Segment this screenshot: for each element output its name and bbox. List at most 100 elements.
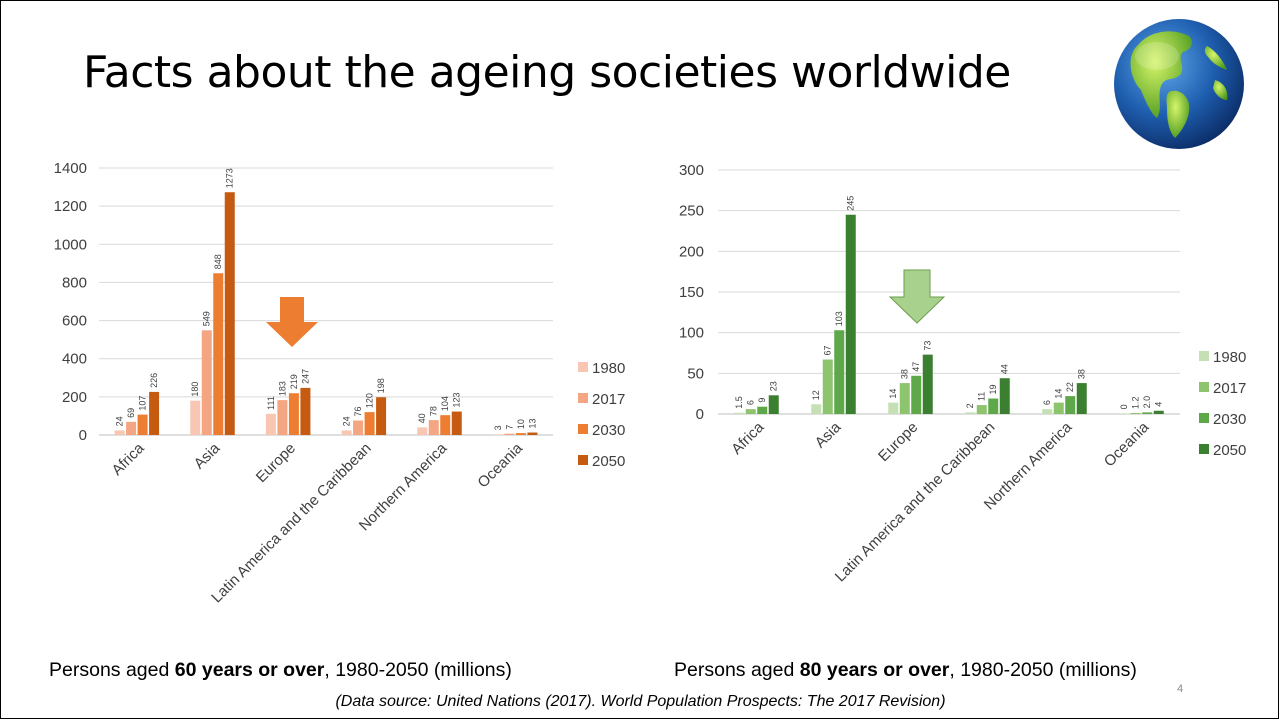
right-y-tick-label: 250 [679,203,704,220]
left-data-label: 111 [266,396,276,410]
right-bar-2050 [845,214,856,414]
right-bar-2017 [745,409,756,414]
right-data-label: 0 [1119,404,1129,409]
slide-title: Facts about the ageing societies worldwi… [83,47,1011,98]
data-source-note: (Data source: United Nations (2017). Wor… [335,693,946,710]
right-data-label: 1.5 [734,396,744,409]
right-x-tick-label: Latin America and the Caribbean [832,419,999,586]
right-data-label: 14 [1054,389,1064,399]
left-data-label: 69 [126,408,136,418]
right-data-label: 12 [811,390,821,400]
right-data-label: 44 [1000,364,1010,374]
right-data-label: 38 [1077,369,1087,379]
left-bar-2030 [515,433,526,435]
right-bar-1980 [888,402,899,414]
right-bar-2030 [1065,396,1076,414]
left-bar-1980 [265,413,276,435]
right-bar-2017 [1130,413,1141,414]
right-y-tick-label: 200 [679,243,704,260]
left-data-label: 549 [202,311,212,326]
left-bar-2017 [126,421,137,435]
left-data-label: 76 [353,406,363,416]
right-bar-2050 [999,378,1010,414]
left-bar-2030 [213,273,224,435]
right-bar-2050 [768,395,779,414]
left-bar-1980 [114,430,125,435]
right-data-label: 38 [900,369,910,379]
right-data-label: 67 [823,345,833,355]
right-legend-swatch [1199,382,1209,392]
right-data-label: 23 [769,381,779,391]
left-legend-label: 2030 [592,422,625,439]
right-bar-1980 [734,412,745,414]
right-data-label: 73 [923,341,933,351]
right-bar-1980 [1119,413,1130,414]
right-data-label: 19 [988,385,998,395]
left-legend-swatch [578,424,588,434]
right-bar-2030 [911,375,922,414]
left-data-label: 198 [376,378,386,393]
right-legend-label: 1980 [1213,349,1246,366]
right-bar-2017 [976,405,987,414]
left-bar-2030 [440,415,451,435]
right-legend-swatch [1199,413,1209,423]
left-x-tick-label: Latin America and the Caribbean [208,440,375,607]
left-x-tick-label: Asia [191,439,224,472]
right-bar-2050 [922,354,933,414]
left-bar-2017 [353,420,364,435]
left-y-tick-label: 800 [62,274,87,291]
left-x-tick-label: Africa [109,439,149,479]
left-data-label: 7 [504,425,514,430]
right-data-label: 9 [757,398,767,403]
right-bar-1980 [811,404,822,414]
right-y-tick-label: 300 [679,162,704,179]
right-bar-2050 [1153,410,1164,414]
right-data-label: 11 [977,392,987,401]
left-y-tick-label: 0 [79,427,87,444]
right-data-label: 103 [834,311,844,326]
right-x-tick-label: Asia [812,418,845,451]
right-bar-2030 [834,330,845,414]
right-bar-2030 [757,406,768,414]
left-data-label: 247 [300,369,310,384]
right-legend-label: 2017 [1213,380,1246,397]
left-y-tick-label: 1200 [54,198,87,215]
left-y-tick-label: 600 [62,313,87,330]
left-bar-1980 [341,430,352,435]
left-legend-label: 1980 [592,360,625,377]
left-bar-2030 [364,412,375,435]
right-data-label: 2.0 [1142,396,1152,409]
right-bar-2017 [899,383,910,414]
left-legend-label: 2017 [592,391,625,408]
right-chart-caption: Persons aged 80 years or over, 1980-2050… [674,659,1137,681]
right-data-label: 245 [846,196,856,211]
left-chart-caption: Persons aged 60 years or over, 1980-2050… [49,659,512,681]
left-data-label: 24 [342,416,352,426]
right-bar-1980 [1042,409,1053,414]
right-bar-2030 [988,398,999,414]
right-bar-2030 [1142,412,1153,414]
left-legend-label: 2050 [592,453,625,470]
left-bar-2030 [137,414,148,435]
right-y-tick-label: 100 [679,325,704,342]
left-data-label: 1273 [225,168,235,188]
right-x-tick-label: Europe [875,419,921,465]
left-bar-2017 [428,420,439,435]
right-data-label: 22 [1065,382,1075,392]
left-legend-swatch [578,455,588,465]
left-data-label: 107 [138,396,148,411]
left-x-tick-label: Oceania [474,439,526,491]
left-data-label: 78 [429,406,439,416]
left-bar-2017 [201,330,212,435]
globe-icon [1114,19,1244,149]
left-y-tick-label: 200 [62,389,87,406]
left-data-label: 226 [149,373,159,388]
left-bar-2050 [451,411,462,435]
left-bar-1980 [492,434,503,435]
left-bar-2050 [376,397,387,435]
right-legend-swatch [1199,351,1209,361]
right-y-tick-label: 50 [687,365,704,382]
left-y-tick-label: 1000 [54,236,87,253]
right-legend-label: 2030 [1213,411,1246,428]
left-bar-1980 [190,400,201,435]
